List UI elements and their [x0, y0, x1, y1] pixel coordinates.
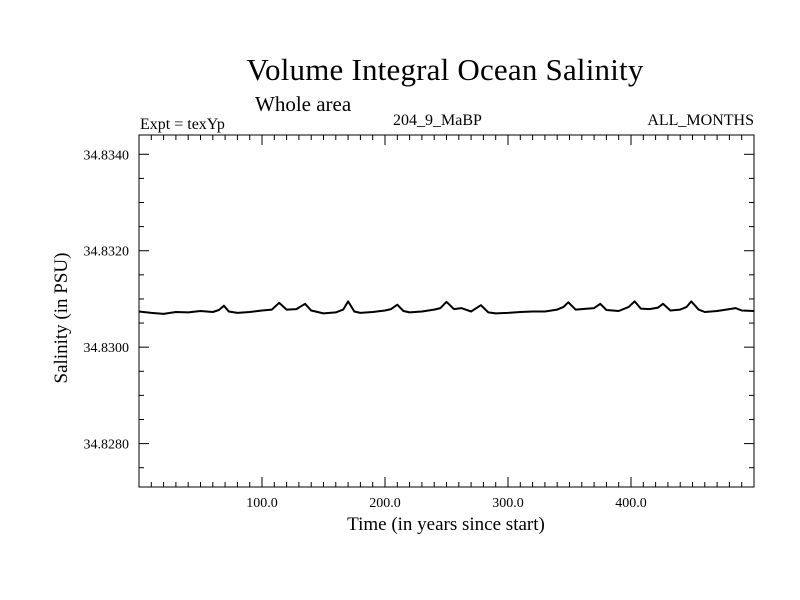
y-tick-label: 34.8340	[84, 148, 130, 163]
y-tick-label: 34.8300	[84, 341, 130, 356]
x-tick-label: 400.0	[615, 496, 647, 511]
salinity-series-line	[138, 300, 755, 315]
months-label: ALL_MONTHS	[647, 112, 754, 129]
run-id-label: 204_9_MaBP	[393, 112, 482, 129]
y-tick-label: 34.8320	[84, 245, 130, 260]
x-tick-label: 300.0	[492, 496, 524, 511]
x-tick-label: 100.0	[246, 496, 278, 511]
y-tick-label: 34.8280	[84, 438, 130, 453]
chart-subtitle: Whole area	[255, 92, 352, 116]
x-tick-label: 200.0	[369, 496, 401, 511]
x-axis-label: Time (in years since start)	[347, 514, 545, 535]
chart-title: Volume Integral Ocean Salinity	[246, 52, 644, 87]
experiment-label: Expt = texYp	[140, 116, 225, 133]
